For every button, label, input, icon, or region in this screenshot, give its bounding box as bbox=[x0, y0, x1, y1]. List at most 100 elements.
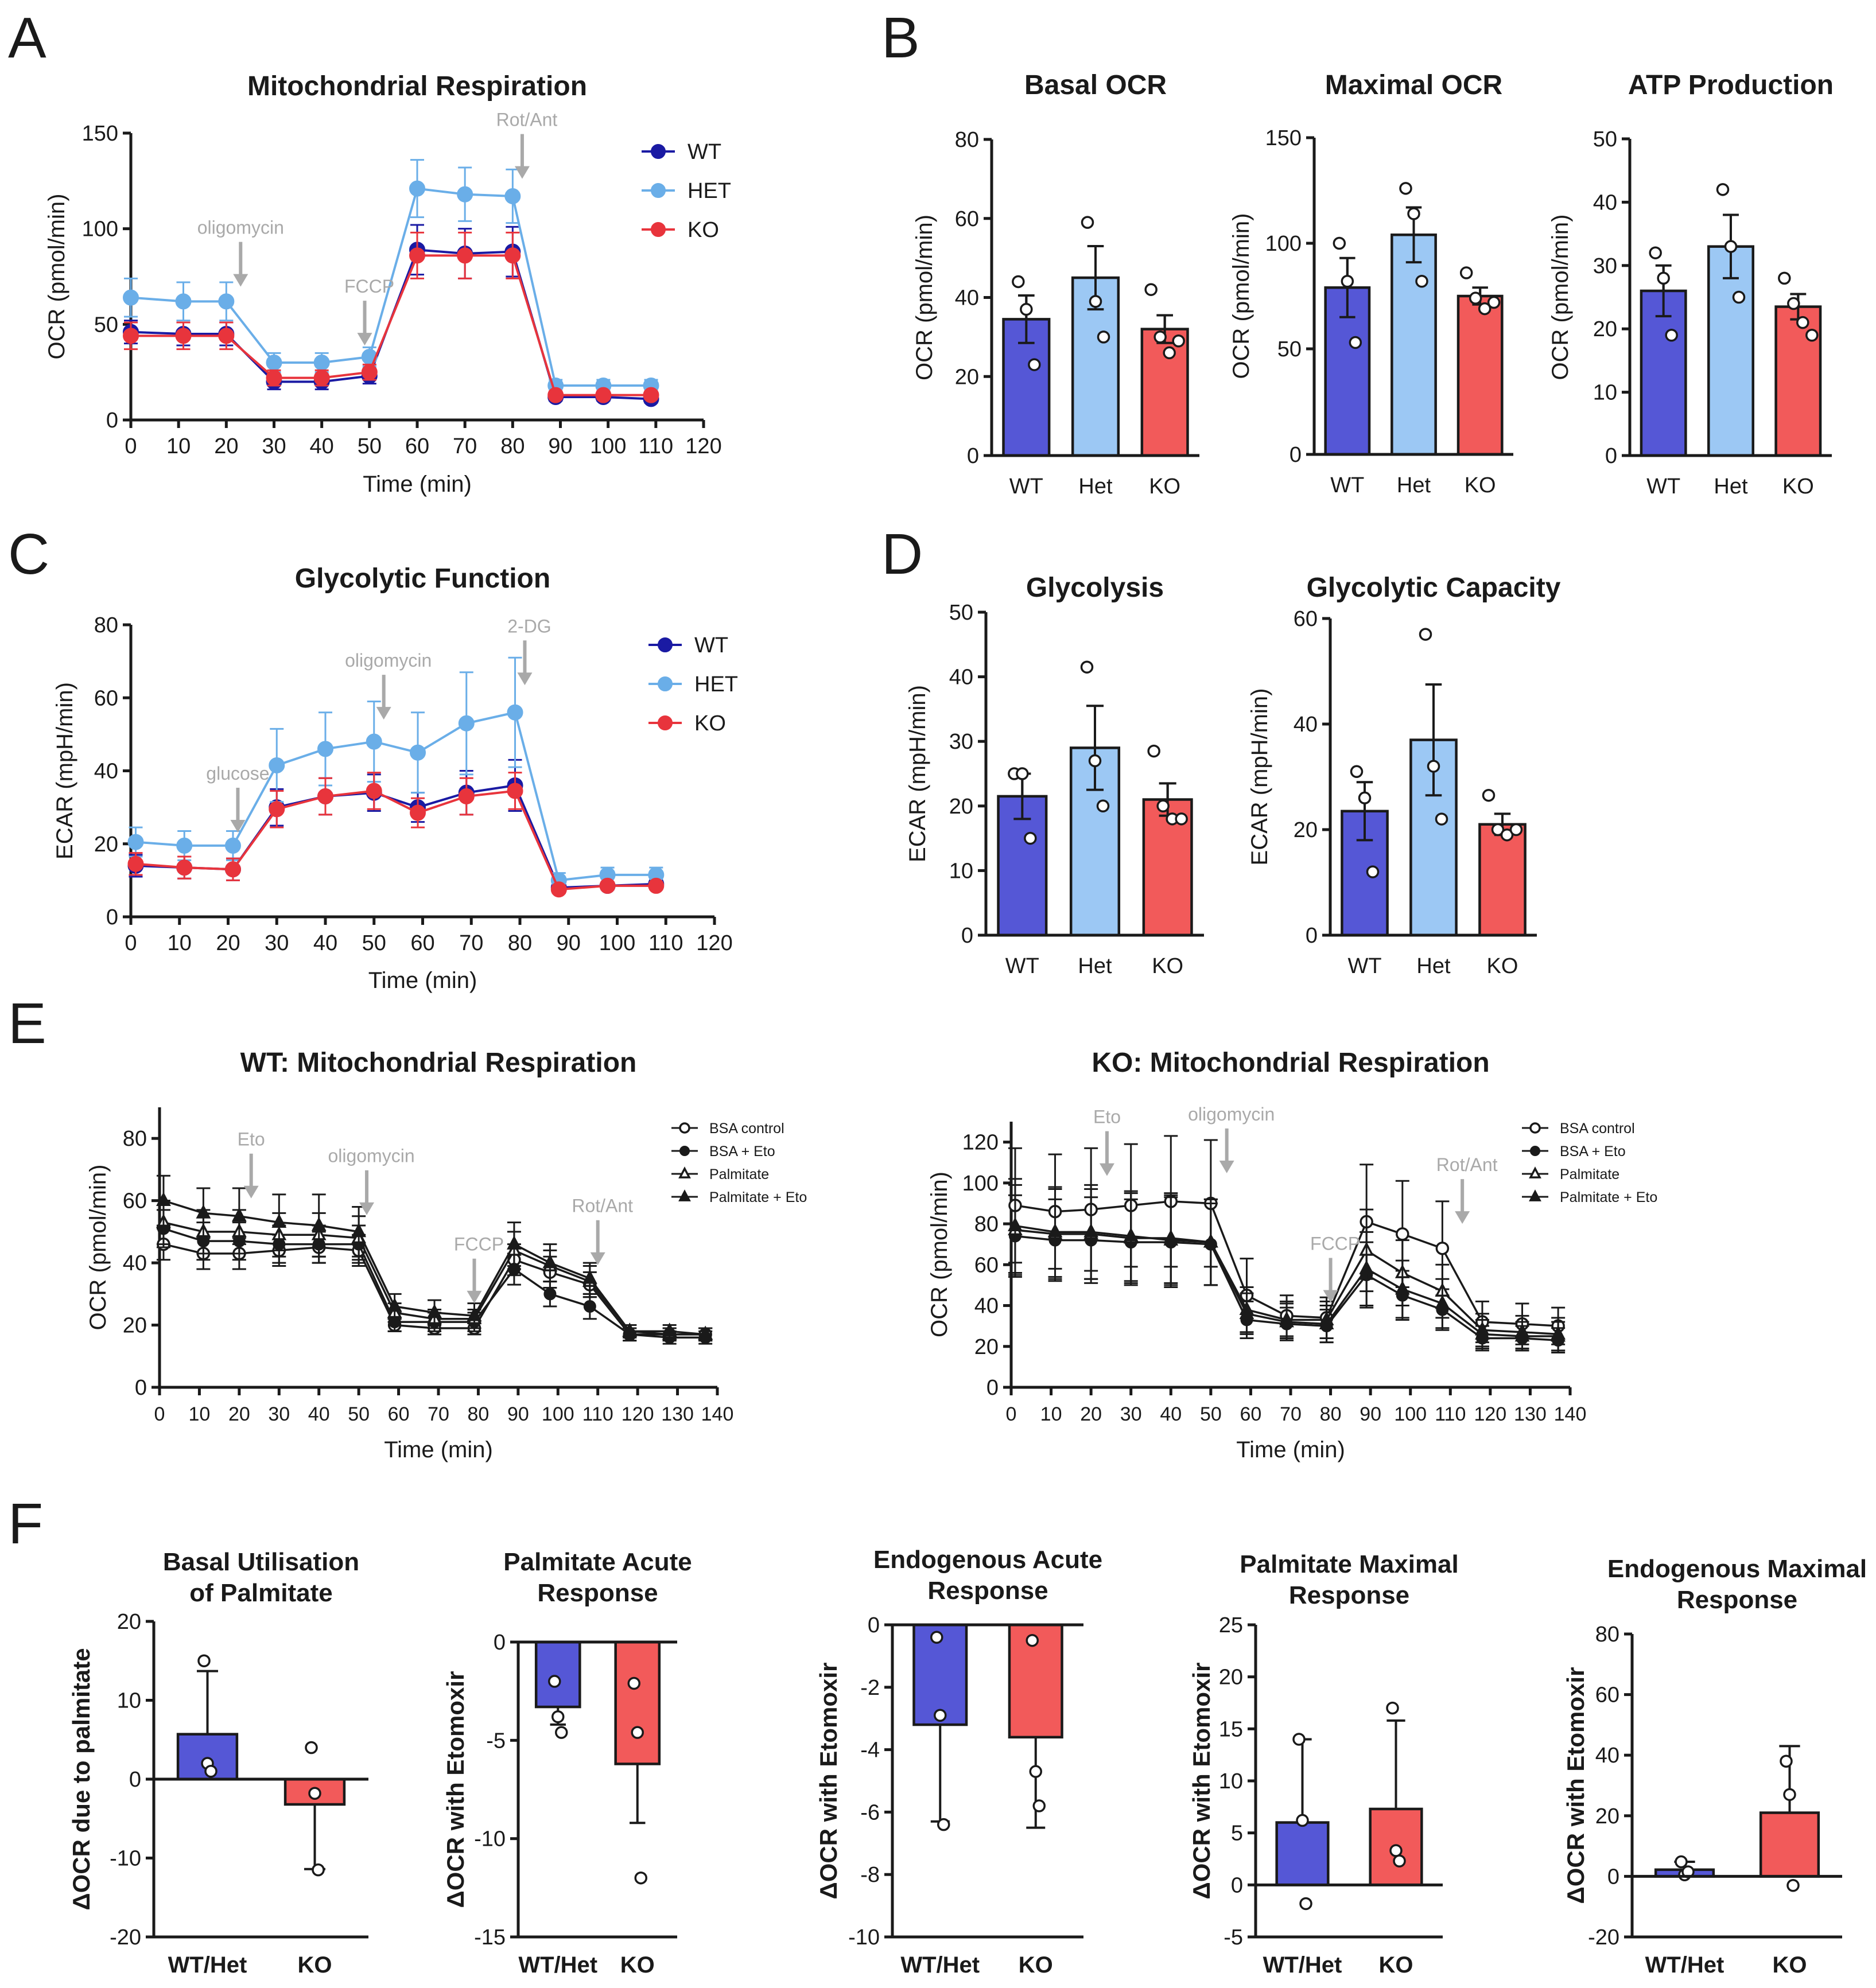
x-tick-label: 120 bbox=[1474, 1403, 1506, 1425]
x-tick-label: 50 bbox=[362, 931, 386, 955]
data-point bbox=[1649, 246, 1662, 259]
panel-letter-c: C bbox=[8, 522, 49, 586]
bar-ko bbox=[1456, 294, 1504, 456]
y-tick-label: 120 bbox=[962, 1131, 999, 1155]
data-point bbox=[224, 837, 241, 854]
legend-label: Palmitate bbox=[709, 1166, 769, 1182]
legend-marker bbox=[1529, 1122, 1541, 1134]
data-point bbox=[1478, 302, 1492, 316]
x-tick-label: 80 bbox=[508, 931, 532, 955]
y-axis-label: OCR (pmol/min) bbox=[912, 215, 937, 380]
legend-marker bbox=[651, 222, 666, 237]
data-point bbox=[1296, 1814, 1309, 1827]
x-category-label: WT bbox=[1347, 954, 1381, 978]
injection-label: FCCP bbox=[454, 1234, 504, 1255]
data-point bbox=[583, 1300, 596, 1313]
y-axis-label: OCR (pmol/min) bbox=[44, 194, 69, 360]
y-tick-label: 50 bbox=[949, 601, 973, 625]
injection-arrow-head bbox=[517, 672, 533, 686]
data-point bbox=[313, 355, 330, 371]
bar-wt-het bbox=[1275, 1821, 1330, 1886]
data-point bbox=[504, 247, 521, 264]
data-point bbox=[1469, 291, 1482, 305]
data-point bbox=[305, 1741, 318, 1754]
legend-marker bbox=[658, 715, 673, 730]
legend-label: HET bbox=[694, 672, 738, 697]
data-point bbox=[1032, 1799, 1046, 1812]
chart-e2: KO: Mitochondrial Respiration Time (min) O… bbox=[927, 1048, 1657, 1462]
y-tick-label: 60 bbox=[94, 686, 118, 710]
y-tick-label: 40 bbox=[974, 1294, 999, 1318]
data-point bbox=[1427, 760, 1440, 773]
data-point bbox=[1551, 1327, 1566, 1342]
data-point bbox=[1459, 266, 1473, 279]
data-point bbox=[1299, 1897, 1312, 1911]
legend-label: Palmitate + Eto bbox=[1560, 1189, 1657, 1205]
x-category-label: WT/Het bbox=[1645, 1952, 1724, 1978]
y-tick-label: -10 bbox=[848, 1925, 880, 1950]
chart-title-line: of Palmitate bbox=[189, 1579, 332, 1607]
x-category-label: KO bbox=[1379, 1952, 1413, 1978]
y-tick-label: 0 bbox=[961, 924, 973, 948]
data-point bbox=[1080, 660, 1094, 674]
bar-ko bbox=[614, 1640, 661, 1765]
injection-arrow-head bbox=[590, 1252, 605, 1265]
series-line bbox=[135, 711, 657, 882]
x-category-label: WT/Het bbox=[900, 1952, 980, 1978]
injection-arrow-head bbox=[1219, 1160, 1234, 1173]
y-tick-label: 0 bbox=[967, 444, 979, 468]
legend-label: Palmitate + Eto bbox=[709, 1189, 807, 1205]
y-tick-label: 0 bbox=[1605, 444, 1617, 468]
legend-label: Palmitate bbox=[1560, 1166, 1619, 1182]
data-point bbox=[1081, 216, 1094, 229]
data-point bbox=[1156, 799, 1170, 813]
data-point bbox=[543, 1287, 557, 1301]
y-tick-label: 40 bbox=[1593, 190, 1617, 215]
data-point bbox=[1395, 1280, 1410, 1295]
chart-title-line: Response bbox=[537, 1579, 658, 1607]
legend: BSA control BSA + Eto Palmitate Palmitate +… bbox=[1522, 1121, 1657, 1205]
y-tick-label: 80 bbox=[974, 1212, 999, 1236]
data-point bbox=[1657, 271, 1670, 285]
y-tick-label: 40 bbox=[955, 286, 979, 310]
x-category-label: WT bbox=[1330, 473, 1364, 497]
data-point bbox=[1509, 823, 1523, 837]
panel-letter-b: B bbox=[881, 6, 920, 70]
data-point bbox=[311, 1216, 327, 1231]
data-point bbox=[1786, 1878, 1800, 1892]
y-tick-label: 0 bbox=[494, 1631, 506, 1655]
injection-arrow-head bbox=[357, 333, 372, 346]
bar-ko bbox=[1759, 1811, 1820, 1878]
y-tick-label: 0 bbox=[868, 1613, 880, 1637]
data-point bbox=[427, 1304, 442, 1318]
chart-title-line: Basal Utilisation bbox=[163, 1548, 359, 1576]
y-tick-label: 0 bbox=[1289, 443, 1302, 467]
x-category-label: KO bbox=[1465, 473, 1496, 497]
series-wt bbox=[123, 224, 659, 407]
chart-title-line: Palmitate Maximal bbox=[1240, 1550, 1459, 1578]
y-tick-label: 20 bbox=[1294, 818, 1318, 842]
y-tick-label: 20 bbox=[1595, 1804, 1619, 1829]
x-tick-label: 10 bbox=[1040, 1403, 1062, 1425]
x-tick-label: 60 bbox=[405, 434, 429, 458]
x-category-label: WT bbox=[1009, 474, 1043, 499]
data-point bbox=[457, 247, 473, 264]
y-tick-label: 20 bbox=[955, 365, 979, 389]
data-point bbox=[1144, 283, 1158, 296]
data-point bbox=[123, 289, 139, 306]
series-palmitate-eto bbox=[1008, 1178, 1566, 1352]
x-tick-label: 0 bbox=[154, 1403, 165, 1425]
x-tick-label: 110 bbox=[582, 1403, 613, 1425]
data-point bbox=[127, 834, 144, 850]
y-tick-label: 60 bbox=[123, 1189, 147, 1213]
data-point bbox=[1088, 754, 1102, 768]
data-point bbox=[599, 877, 616, 894]
data-point bbox=[1407, 207, 1420, 220]
legend-marker bbox=[651, 144, 666, 159]
data-point bbox=[1047, 1223, 1063, 1238]
x-category-label: Het bbox=[1078, 954, 1112, 978]
injection-label: oligomycin bbox=[328, 1146, 414, 1166]
data-point bbox=[308, 1787, 321, 1800]
injection-arrow-head bbox=[1323, 1290, 1338, 1303]
data-point bbox=[1386, 1701, 1399, 1715]
